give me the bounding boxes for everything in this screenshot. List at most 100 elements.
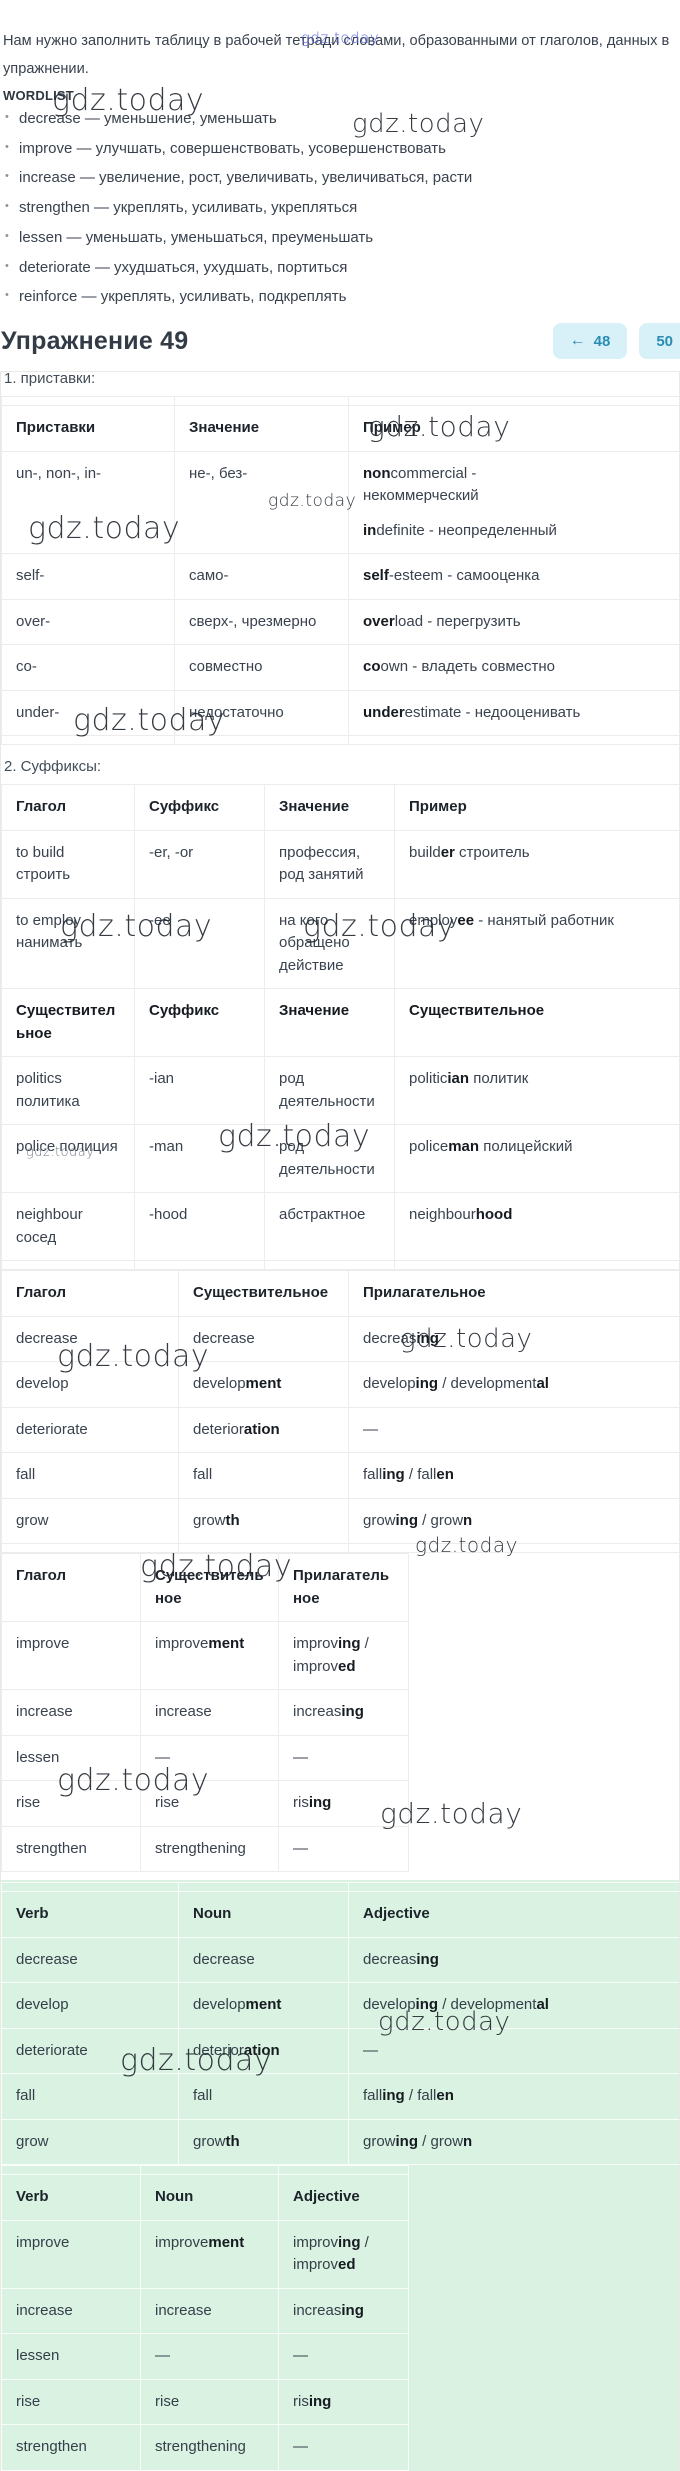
table-cell: strengthen: [2, 2425, 141, 2471]
table-cell: politician политик: [395, 1057, 680, 1125]
table-cell: over-: [2, 599, 175, 645]
table-spacer-row: [2, 1883, 680, 1892]
table-spacer-row: [2, 2166, 409, 2175]
table-cell: lessen: [2, 2334, 141, 2380]
wordlist-title: WORDLIST: [3, 88, 680, 103]
table-cell: rise: [2, 1781, 141, 1827]
table-cell: police полиция: [2, 1125, 135, 1193]
table-cell: профессия, род занятий: [265, 830, 395, 898]
section-label-prefixes: 1. приставки:: [4, 371, 679, 387]
table-cell: under-: [2, 690, 175, 736]
table-cell: increase: [141, 2288, 279, 2334]
table-cell: deteriorate: [2, 1407, 179, 1453]
table-row: lessen——: [2, 1735, 409, 1781]
table-cell: increase: [141, 1690, 279, 1736]
table-cell: underestimate - недооценивать: [349, 690, 680, 736]
table-cell: falling / fallen: [349, 1453, 680, 1499]
table-cell: strengthen: [2, 1826, 141, 1872]
table-cell: improve: [2, 2220, 141, 2288]
table-cell: development: [179, 1983, 349, 2029]
table-cell: un-, non-, in-: [2, 451, 175, 554]
table-cell: fall: [2, 2074, 179, 2120]
table-cell: —: [279, 2425, 409, 2471]
table-cell: —: [349, 1407, 680, 1453]
table-cell: improvement: [141, 1622, 279, 1690]
table-cell: абстрактное: [265, 1193, 395, 1261]
table-cell: decrease: [179, 1937, 349, 1983]
table-cell: decreasing: [349, 1937, 680, 1983]
table-cell: -ian: [135, 1057, 265, 1125]
table-cell: на кого обращено действие: [265, 898, 395, 989]
table-cell: developing / developmental: [349, 1362, 680, 1408]
table-spacer-row: [2, 1544, 680, 1553]
column-header: Пример: [349, 406, 680, 452]
table-cell: fall: [179, 2074, 349, 2120]
table-cell: fall: [2, 1453, 179, 1499]
table-cell: develop: [2, 1983, 179, 2029]
table-cell: improving / improved: [279, 1622, 409, 1690]
table-cell: deteriorate: [2, 2028, 179, 2074]
column-header: Глагол: [2, 785, 135, 831]
table-cell: increase: [2, 2288, 141, 2334]
table-cell: rise: [141, 1781, 279, 1827]
table-cell: rise: [2, 2379, 141, 2425]
table-cell: increase: [2, 1690, 141, 1736]
next-exercise-button[interactable]: 50 →: [639, 323, 680, 359]
column-header: Существительное: [179, 1271, 349, 1317]
table-cell: deterioration: [179, 1407, 349, 1453]
table-cell: grow: [2, 1498, 179, 1544]
table-row: un-, non-, in-не-, без-noncommercial - н…: [2, 451, 680, 554]
table-cell: род деятельности: [265, 1057, 395, 1125]
intro-text: Нам нужно заполнить таблицу в рабочей те…: [3, 27, 678, 84]
column-header: Verb: [2, 2175, 141, 2221]
table-cell: род деятельности: [265, 1125, 395, 1193]
table-row: self-само-self-esteem - самооценка: [2, 554, 680, 600]
wordlist-item: reinforce — укреплять, усиливать, подкре…: [3, 288, 680, 307]
table-cell: neighbourhood: [395, 1193, 680, 1261]
table-cell: improving / improved: [279, 2220, 409, 2288]
exercise-nav: ← 48 50 →: [553, 323, 680, 359]
column-header: Прилагательное: [279, 1554, 409, 1622]
table-cell: policeman полицейский: [395, 1125, 680, 1193]
wordlist-item: strengthen — укреплять, усиливать, укреп…: [3, 199, 680, 218]
section-label-suffixes: 2. Суффиксы:: [4, 758, 679, 775]
table-cell: increasing: [279, 2288, 409, 2334]
table-cell: growth: [179, 1498, 349, 1544]
table-cell: Существительное: [395, 989, 680, 1057]
column-header: Приставки: [2, 406, 175, 452]
table-cell: -er, -or: [135, 830, 265, 898]
table-cell: fall: [179, 1453, 349, 1499]
prev-exercise-button[interactable]: ← 48: [553, 323, 628, 359]
arrow-left-icon: ←: [570, 332, 586, 350]
table-cell: —: [349, 2028, 680, 2074]
table-cell: coown - владеть совместно: [349, 645, 680, 691]
table-cell: self-: [2, 554, 175, 600]
column-header: Noun: [141, 2175, 279, 2221]
table-cell: grow: [2, 2119, 179, 2165]
table-cell: Суффикс: [135, 989, 265, 1057]
table-cell: decrease: [2, 1937, 179, 1983]
table-cell: co-: [2, 645, 175, 691]
